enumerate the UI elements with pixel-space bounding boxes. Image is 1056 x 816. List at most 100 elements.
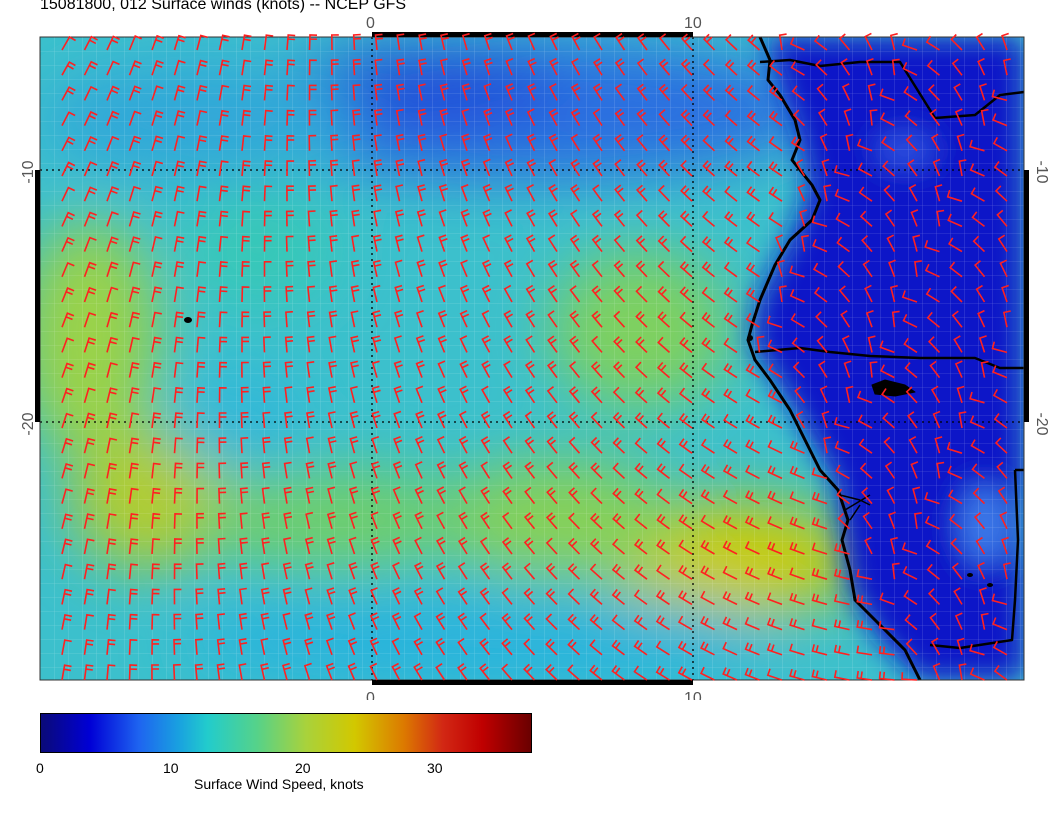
wind-barb xyxy=(679,337,693,354)
wind-barb xyxy=(992,137,1008,152)
wind-barb xyxy=(856,645,873,656)
wind-barb xyxy=(700,464,715,480)
wind-barb xyxy=(834,188,850,202)
wind-barb xyxy=(173,135,186,151)
wind-barb xyxy=(867,83,876,101)
wind-barb xyxy=(282,662,292,681)
wind-barb xyxy=(636,58,648,76)
wind-barb xyxy=(592,83,603,101)
wind-barb xyxy=(482,133,493,152)
wind-barb xyxy=(372,310,382,328)
wind-barb xyxy=(128,613,138,630)
wind-barb xyxy=(545,512,558,530)
wind-barb xyxy=(349,436,359,454)
wind-barb xyxy=(929,612,941,631)
wind-barb xyxy=(83,437,96,454)
wind-barb xyxy=(525,234,536,252)
wind-barb xyxy=(745,439,760,454)
wind-barb xyxy=(262,386,271,403)
wind-barb xyxy=(483,108,493,126)
wind-barb xyxy=(393,360,403,378)
wind-barb xyxy=(83,60,98,76)
wind-barb xyxy=(240,462,249,479)
wind-barb xyxy=(239,537,248,555)
wind-barb xyxy=(241,260,250,277)
wind-barb xyxy=(677,640,693,656)
wind-barb xyxy=(768,85,783,102)
wind-barb xyxy=(635,260,648,278)
wind-barb xyxy=(501,587,513,605)
wind-barb xyxy=(196,437,205,454)
wind-barb xyxy=(678,463,693,480)
wind-barb xyxy=(592,108,603,127)
wind-barb xyxy=(327,461,337,479)
wind-barb xyxy=(173,462,183,479)
wind-barb xyxy=(327,486,336,504)
wind-barb xyxy=(304,562,314,580)
wind-barb xyxy=(724,84,738,101)
wind-barb xyxy=(128,110,142,126)
wind-barb xyxy=(883,184,896,202)
wind-barb xyxy=(925,35,940,51)
wind-barb xyxy=(723,312,738,328)
wind-barb xyxy=(904,110,918,127)
wind-barb xyxy=(106,462,117,479)
wind-barb xyxy=(61,588,73,605)
wind-barb xyxy=(766,315,783,328)
wind-barb xyxy=(241,84,252,101)
wind-barb xyxy=(932,662,941,681)
wind-barb xyxy=(106,664,116,681)
wind-barb xyxy=(263,235,272,252)
wind-barb xyxy=(372,259,382,277)
wind-barb xyxy=(678,590,693,606)
wind-barb xyxy=(546,360,558,379)
wind-barb xyxy=(633,538,648,555)
wind-barb xyxy=(347,637,358,656)
wind-barb xyxy=(891,562,900,580)
wind-barb xyxy=(589,639,603,656)
wind-barb xyxy=(843,108,852,126)
wind-speed-field xyxy=(40,37,1024,680)
lat-label-left-10: -10 xyxy=(20,160,37,183)
wind-barb xyxy=(570,83,581,101)
wind-barb xyxy=(634,412,648,429)
wind-barb xyxy=(285,310,293,328)
wind-barb xyxy=(836,236,850,253)
wind-barb xyxy=(128,286,141,303)
wind-barb xyxy=(352,109,361,126)
wind-barb xyxy=(613,260,626,278)
wind-barb xyxy=(880,112,895,127)
wind-barb xyxy=(482,234,491,252)
wind-barb xyxy=(722,616,738,631)
wind-barb xyxy=(436,461,447,479)
wind-barb xyxy=(173,110,186,126)
wind-barb xyxy=(912,234,921,252)
wind-barb xyxy=(151,588,160,605)
wind-barb xyxy=(592,184,603,202)
wind-barb xyxy=(326,511,336,530)
wind-barb xyxy=(678,488,693,505)
wind-barb xyxy=(370,511,379,530)
wind-barb xyxy=(501,511,513,530)
wind-barb xyxy=(992,641,1008,656)
wind-barb xyxy=(286,185,294,202)
wind-barb xyxy=(993,413,1008,429)
wind-barb xyxy=(973,260,986,278)
wind-barb xyxy=(151,336,162,353)
wind-barb xyxy=(394,259,403,278)
wind-barb xyxy=(173,235,185,252)
wind-barb xyxy=(106,261,119,278)
wind-barb xyxy=(241,109,251,126)
wind-barb xyxy=(611,639,625,656)
wind-barb xyxy=(479,612,491,631)
wind-barb xyxy=(833,644,850,656)
wind-barb xyxy=(656,437,670,454)
wind-barb xyxy=(196,84,208,101)
wind-barb xyxy=(845,133,854,151)
wind-barb xyxy=(502,486,513,505)
wind-barb xyxy=(699,666,715,681)
wind-barb xyxy=(882,160,896,177)
wind-barb xyxy=(395,108,404,126)
wind-barb xyxy=(977,561,986,580)
wind-barb xyxy=(392,511,402,530)
